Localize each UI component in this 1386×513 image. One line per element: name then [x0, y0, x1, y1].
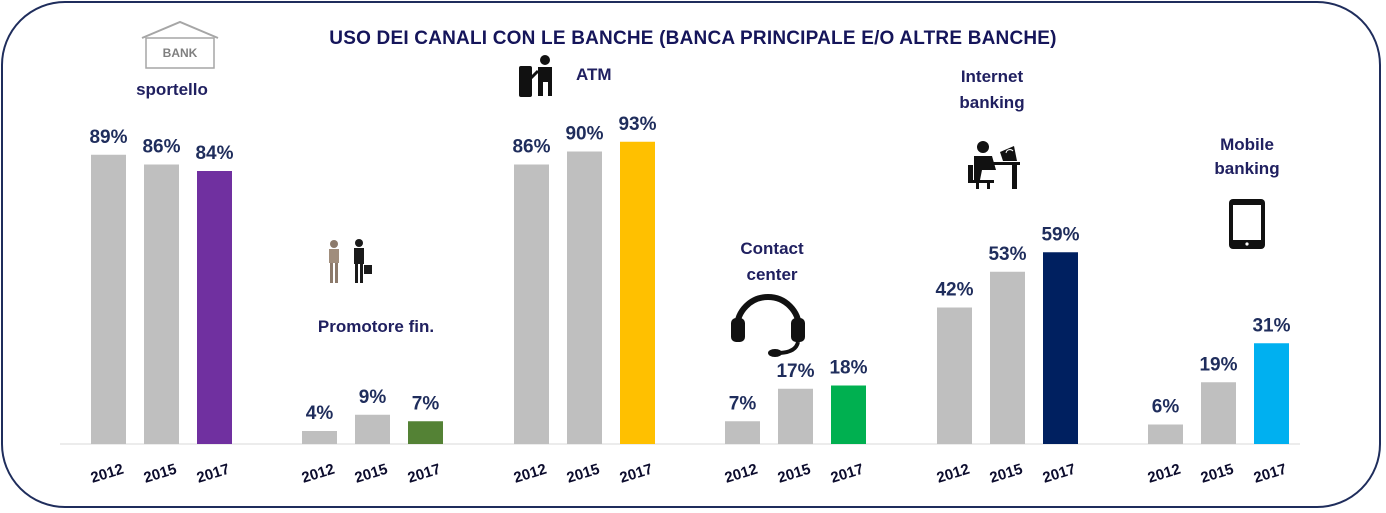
bank-icon: BANK	[141, 20, 219, 69]
x-tick-label-0-2012: 2012	[89, 461, 126, 487]
bar-0-2017	[197, 171, 232, 444]
category-label-1-0: Promotore fin.	[318, 317, 434, 336]
x-tick-label-4-2017: 2017	[1041, 461, 1078, 487]
chart-title: USO DEI CANALI CON LE BANCHE (BANCA PRIN…	[329, 28, 1057, 49]
x-tick-label-5-2017: 2017	[1252, 461, 1289, 487]
bar-3-2012	[725, 421, 760, 444]
bar-4-2012	[937, 307, 972, 444]
x-tick-label-2-2012: 2012	[512, 461, 549, 487]
bar-1-2012	[302, 431, 337, 444]
category-label-4-1: banking	[959, 93, 1024, 112]
value-label-4-2015: 53%	[988, 244, 1026, 265]
x-tick-label-1-2017: 2017	[406, 461, 443, 487]
x-tick-label-2-2017: 2017	[618, 461, 655, 487]
value-label-0-2012: 89%	[89, 127, 127, 148]
x-tick-label-1-2015: 2015	[353, 461, 390, 487]
tablet-icon	[1229, 199, 1265, 249]
value-label-0-2015: 86%	[142, 137, 180, 158]
bar-5-2017	[1254, 343, 1289, 444]
value-label-2-2012: 86%	[512, 137, 550, 158]
x-tick-label-5-2012: 2012	[1146, 461, 1183, 487]
bar-2-2015	[567, 151, 602, 444]
category-label-3-0: Contact	[740, 239, 804, 258]
atm-icon	[519, 55, 552, 97]
bar-4-2015	[990, 271, 1025, 444]
value-label-3-2012: 7%	[729, 393, 757, 414]
value-label-2-2017: 93%	[618, 114, 656, 135]
bar-5-2015	[1201, 382, 1236, 444]
x-tick-label-1-2012: 2012	[300, 461, 337, 487]
value-label-4-2017: 59%	[1041, 224, 1079, 245]
x-tick-label-0-2017: 2017	[195, 461, 232, 487]
value-label-4-2012: 42%	[935, 280, 973, 301]
category-label-2-0: ATM	[576, 65, 612, 84]
x-tick-label-3-2017: 2017	[829, 461, 866, 487]
computer-user-icon	[968, 141, 1020, 189]
category-label-0-0: sportello	[136, 80, 208, 99]
value-label-0-2017: 84%	[195, 143, 233, 164]
bar-2-2017	[620, 141, 655, 444]
bar-5-2012	[1148, 424, 1183, 444]
value-label-5-2017: 31%	[1252, 315, 1290, 336]
x-tick-label-3-2015: 2015	[776, 461, 813, 487]
bar-0-2015	[144, 164, 179, 444]
value-label-5-2012: 6%	[1152, 397, 1180, 418]
x-tick-label-2-2015: 2015	[565, 461, 602, 487]
value-label-2-2015: 90%	[565, 124, 603, 145]
value-label-5-2015: 19%	[1199, 354, 1237, 375]
x-tick-label-4-2012: 2012	[935, 461, 972, 487]
bar-3-2017	[831, 385, 866, 444]
bar-1-2017	[408, 421, 443, 444]
bar-3-2015	[778, 388, 813, 444]
category-label-3-1: center	[746, 265, 797, 284]
bar-2-2012	[514, 164, 549, 444]
bar-1-2015	[355, 414, 390, 444]
value-label-1-2015: 9%	[359, 387, 387, 408]
value-label-1-2017: 7%	[412, 393, 440, 414]
value-label-3-2017: 18%	[829, 358, 867, 379]
advisor-icon	[329, 239, 372, 283]
headset-icon	[731, 294, 805, 357]
bank-icon-text: BANK	[163, 46, 198, 60]
value-label-3-2015: 17%	[776, 361, 814, 382]
x-tick-label-5-2015: 2015	[1199, 461, 1236, 487]
category-label-4-0: Internet	[961, 67, 1024, 86]
bar-0-2012	[91, 154, 126, 444]
x-tick-label-4-2015: 2015	[988, 461, 1025, 487]
category-label-5-1: banking	[1214, 159, 1279, 178]
x-tick-label-3-2012: 2012	[723, 461, 760, 487]
value-label-1-2012: 4%	[306, 403, 334, 424]
category-label-5-0: Mobile	[1220, 135, 1274, 154]
x-tick-label-0-2015: 2015	[142, 461, 179, 487]
bar-4-2017	[1043, 252, 1078, 444]
